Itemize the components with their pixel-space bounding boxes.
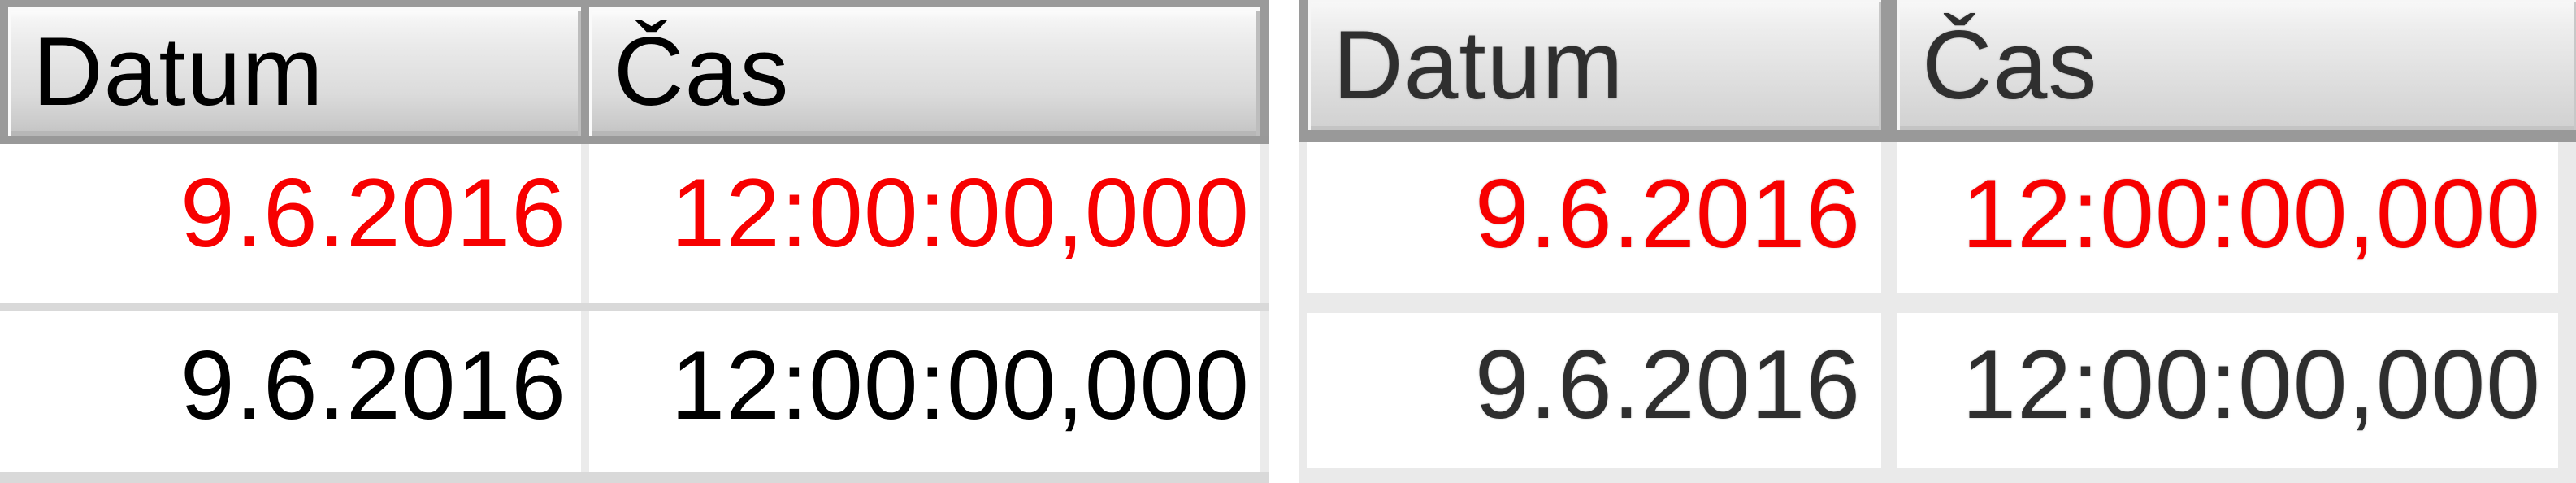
column-header-label: Čas xyxy=(1922,11,2098,120)
table-row[interactable]: 9.6.2016 12:00:00,000 xyxy=(0,311,1269,472)
table-body: 9.6.2016 12:00:00,000 9.6.2016 12:00:00,… xyxy=(0,144,1269,483)
table-top-border xyxy=(0,0,1269,7)
column-header-label: Datum xyxy=(1333,11,1624,120)
table-right-grid-line xyxy=(1260,144,1269,483)
column-header-cas[interactable]: Čas xyxy=(589,7,1260,136)
column-header-label: Datum xyxy=(33,17,324,126)
cell-cas: 12:00:00,000 xyxy=(670,159,1250,268)
cell-cas: 12:00:00,000 xyxy=(1962,330,2541,439)
column-header-label: Čas xyxy=(614,17,790,126)
data-grid-left: Datum Čas 9.6.2016 12:00:00,000 9. xyxy=(0,0,1269,483)
cell-datum: 9.6.2016 xyxy=(1474,330,1861,439)
header-row: Datum Čas xyxy=(1299,0,2576,130)
column-header-datum[interactable]: Datum xyxy=(8,7,581,136)
row-separator xyxy=(1299,293,2576,313)
cell-datum: 9.6.2016 xyxy=(180,330,566,440)
table-row[interactable]: 9.6.2016 12:00:00,000 xyxy=(1299,313,2576,468)
column-header-cas[interactable]: Čas xyxy=(1897,0,2576,130)
cell-datum: 9.6.2016 xyxy=(1474,159,1861,268)
table-row[interactable]: 9.6.2016 12:00:00,000 xyxy=(0,144,1269,303)
column-grid-line xyxy=(581,144,589,483)
cell-datum: 9.6.2016 xyxy=(180,159,566,268)
table-bottom-strip xyxy=(0,472,1269,483)
cell-cas: 12:00:00,000 xyxy=(1962,159,2541,268)
table-bottom-strip xyxy=(1299,468,2576,483)
header-row: Datum Čas xyxy=(0,7,1269,136)
row-separator xyxy=(0,303,1269,311)
header-bottom-border xyxy=(0,136,1269,144)
cell-cas: 12:00:00,000 xyxy=(670,330,1250,440)
header-bottom-border xyxy=(1299,130,2576,142)
column-header-datum[interactable]: Datum xyxy=(1308,0,1881,130)
table-row[interactable]: 9.6.2016 12:00:00,000 xyxy=(1299,142,2576,293)
table-body: 9.6.2016 12:00:00,000 9.6.2016 12:00:00,… xyxy=(1299,142,2576,483)
data-grid-right: Datum Čas 9.6.2016 12:00:00,000 xyxy=(1299,0,2576,483)
